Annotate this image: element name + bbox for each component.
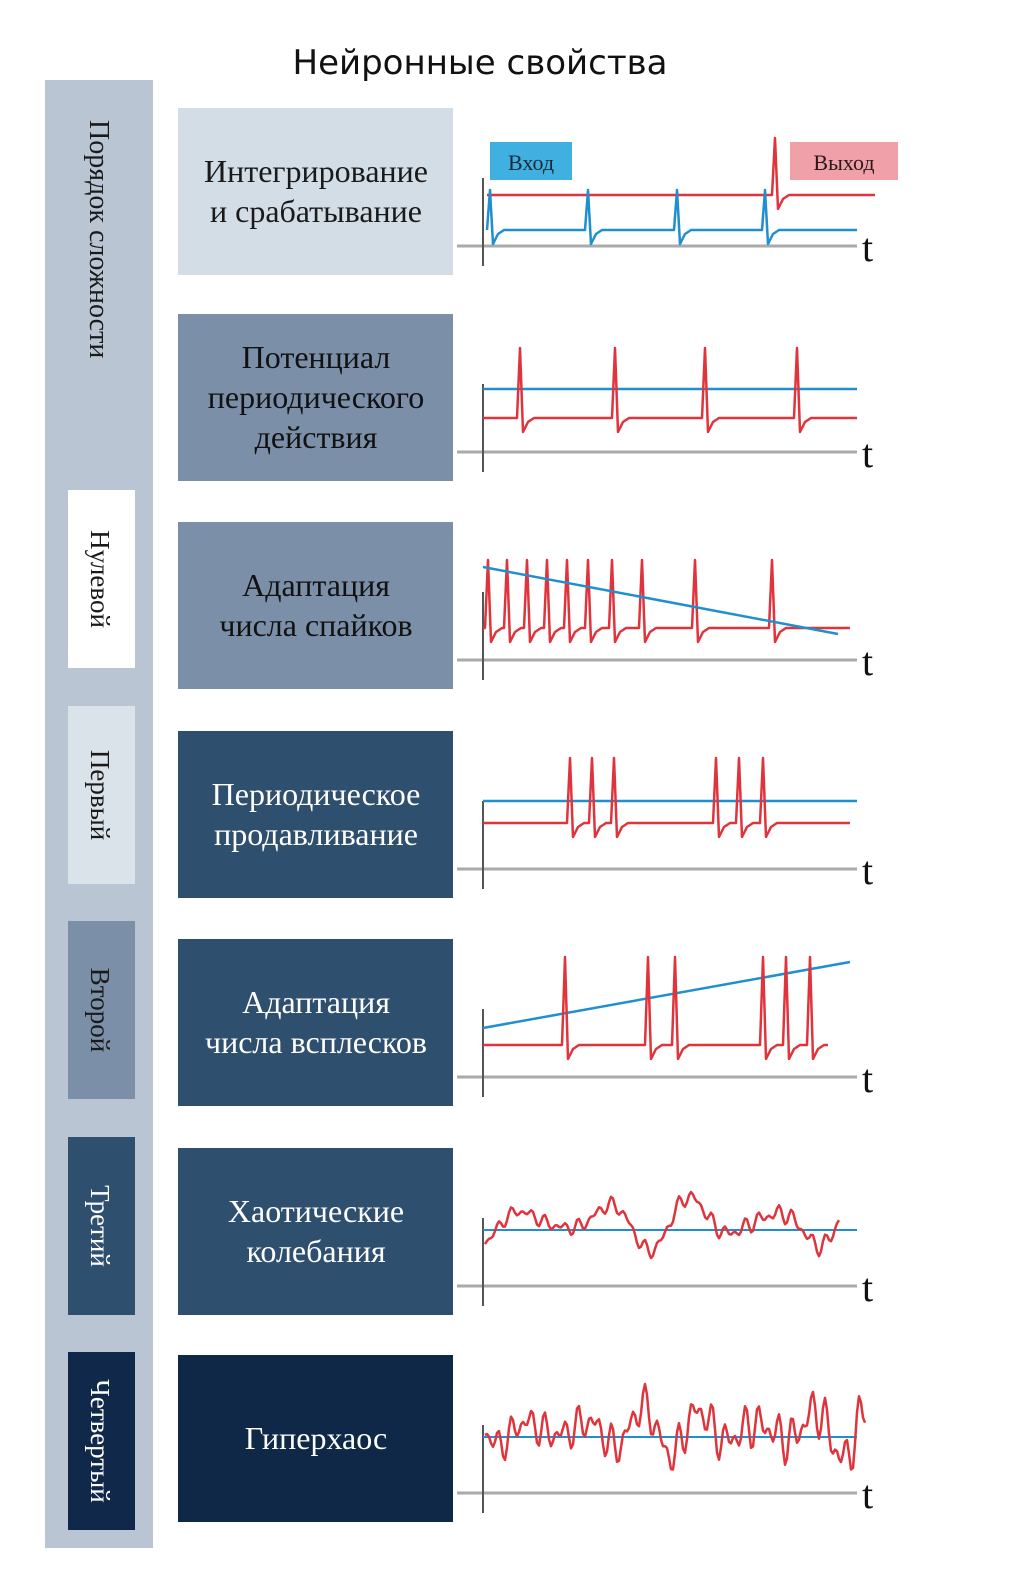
property-label: продавливание <box>214 816 418 852</box>
input-trace <box>482 565 839 636</box>
output-legend-box <box>790 142 898 180</box>
axis-label: Порядок сложности <box>83 120 114 358</box>
property-label: действия <box>255 419 378 455</box>
property-box <box>178 1355 453 1522</box>
property-box <box>178 522 453 689</box>
property-box <box>178 1148 453 1315</box>
output-trace <box>483 955 828 1061</box>
time-label: t <box>862 1472 873 1517</box>
time-label: t <box>862 431 873 476</box>
time-label: t <box>862 1265 873 1310</box>
output-trace <box>483 1190 841 1260</box>
order-box <box>68 921 135 1099</box>
time-label: t <box>862 848 873 893</box>
output-trace <box>487 136 875 211</box>
property-box <box>178 314 453 481</box>
title: Нейронные свойства <box>293 43 668 83</box>
input-legend-box <box>490 142 572 180</box>
time-label: t <box>862 225 873 270</box>
order-label: Четвертый <box>85 1379 115 1502</box>
property-label: Хаотические <box>228 1193 404 1229</box>
output-trace <box>483 756 850 839</box>
property-label: колебания <box>246 1233 385 1269</box>
order-box <box>68 1352 135 1530</box>
property-label: числа всплесков <box>205 1024 427 1060</box>
property-box <box>178 939 453 1106</box>
property-label: и срабатывание <box>210 193 422 229</box>
property-label: Интегрирование <box>204 153 428 189</box>
property-label: Гиперхаос <box>245 1420 388 1456</box>
property-label: Адаптация <box>242 984 390 1020</box>
property-label: числа спайков <box>219 607 412 643</box>
order-label: Нулевой <box>85 530 115 628</box>
order-box <box>68 706 135 884</box>
order-label: Второй <box>85 968 115 1052</box>
property-label: Потенциал <box>242 339 391 375</box>
input-legend: Вход <box>508 150 554 175</box>
output-trace <box>483 558 850 644</box>
order-label: Первый <box>85 750 115 840</box>
order-box <box>68 490 135 668</box>
property-box <box>178 108 453 275</box>
order-box <box>68 1137 135 1315</box>
output-trace <box>484 1382 867 1471</box>
time-label: t <box>862 1056 873 1101</box>
property-label: Периодическое <box>212 776 421 812</box>
property-box <box>178 731 453 898</box>
output-legend: Выход <box>813 150 874 175</box>
property-label: Адаптация <box>242 567 390 603</box>
order-label: Третий <box>85 1185 115 1267</box>
property-label: периодического <box>208 379 424 415</box>
time-label: t <box>862 639 873 684</box>
input-trace <box>485 188 857 246</box>
input-trace <box>482 960 851 1030</box>
output-trace <box>483 346 857 434</box>
